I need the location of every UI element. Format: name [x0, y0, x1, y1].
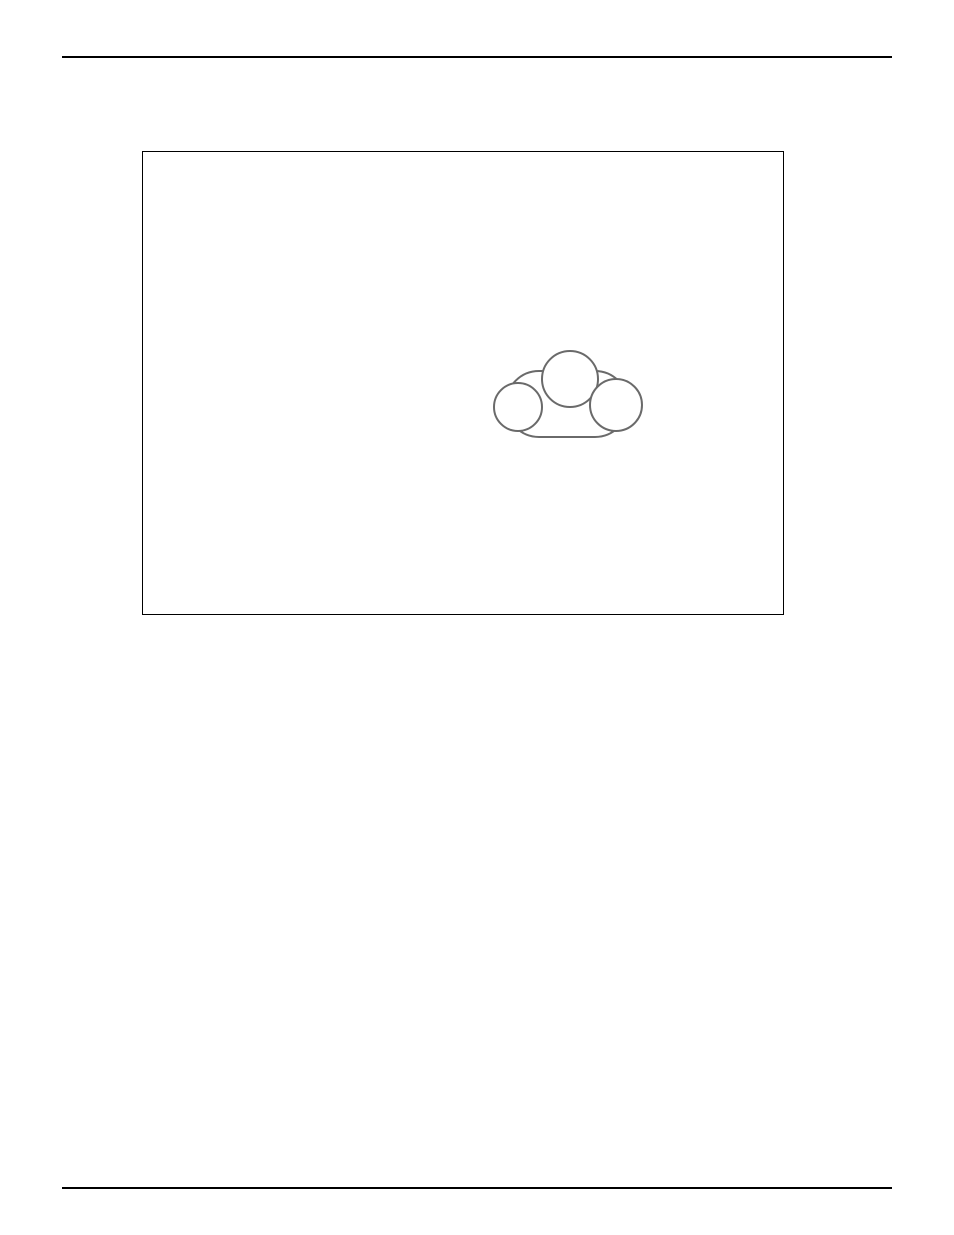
diagram-lines	[143, 152, 783, 614]
header-rule	[62, 56, 892, 58]
section-heading-nat-mapping-types	[62, 645, 892, 671]
figure-diagram	[142, 151, 784, 615]
section-heading-nat-application	[62, 88, 892, 114]
page	[0, 0, 954, 1235]
page-footer	[62, 1187, 892, 1195]
internet-cloud-icon	[505, 370, 629, 438]
footer-rule	[62, 1187, 892, 1189]
figure-caption	[142, 132, 892, 149]
